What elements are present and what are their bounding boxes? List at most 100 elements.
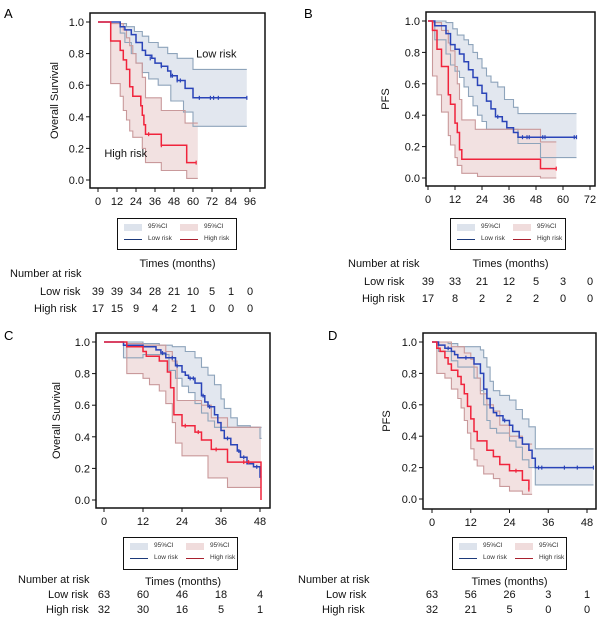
- y-axis-label: PFS: [381, 410, 393, 431]
- y-tick-label: 0.4: [69, 112, 84, 124]
- low-risk-ci-lower: [104, 341, 262, 428]
- number-at-risk-title: Number at risk: [298, 574, 370, 586]
- x-tick-label: 12: [111, 196, 123, 208]
- risk-count-high: 0: [208, 303, 216, 315]
- low-risk-line-swatch: [124, 239, 142, 240]
- risk-row-label-low: Low risk: [326, 589, 367, 601]
- high-risk-ci-band: [432, 342, 533, 495]
- risk-count-high: 5: [217, 604, 225, 616]
- risk-count-high: 0: [246, 303, 254, 315]
- risk-count-high: 9: [132, 303, 140, 315]
- panel-label: A: [4, 6, 13, 21]
- risk-row-label-high: High risk: [362, 293, 405, 305]
- y-tick-label: 0.6: [405, 79, 420, 91]
- legend-high-risk-label: High risk: [539, 554, 565, 561]
- risk-count-low: 5: [532, 276, 540, 288]
- panel-c: C 0.0 0.2 0.4 0.6 0.8 1.0 0 12 24 36 48 Overall Surv…: [4, 328, 271, 528]
- risk-count-low: 28: [148, 286, 162, 298]
- x-tick-label: 24: [503, 517, 515, 529]
- x-tick-label: 36: [542, 517, 554, 529]
- x-tick-label: 60: [187, 196, 199, 208]
- x-tick-label: 36: [215, 516, 227, 528]
- risk-count-low: 56: [464, 589, 477, 601]
- risk-count-high: 16: [175, 604, 189, 616]
- plot-frame: [89, 12, 266, 189]
- low-risk-line-swatch: [459, 558, 477, 559]
- risk-count-low: 3: [545, 589, 552, 601]
- risk-count-high: 15: [110, 303, 124, 315]
- high-risk-survival-curve: [98, 21, 197, 164]
- y-axis-label: Overall Survival: [49, 62, 61, 139]
- legend: 95%CI 95%CI Low risk High risk: [452, 537, 567, 570]
- x-tick-label: 48: [530, 194, 542, 206]
- x-tick-label: 12: [449, 194, 461, 206]
- risk-count-low: 1: [583, 589, 591, 601]
- number-at-risk-title: Number at risk: [348, 258, 420, 270]
- low-risk-ci-upper: [98, 21, 247, 70]
- risk-count-low: 3: [559, 276, 567, 288]
- legend-low-ci-label: 95%CI: [481, 223, 501, 230]
- risk-count-high: 2: [505, 293, 513, 305]
- risk-count-high: 0: [583, 604, 591, 616]
- low-risk-ci-upper: [432, 341, 594, 450]
- risk-row-label-high: High risk: [34, 303, 77, 315]
- y-tick-label: 0.8: [405, 47, 420, 59]
- high-risk-survival-curve: [432, 341, 530, 490]
- legend-high-ci-label: 95%CI: [537, 223, 557, 230]
- legend-high-ci-label: 95%CI: [204, 223, 224, 230]
- risk-count-low: 26: [503, 589, 516, 601]
- high-risk-line-swatch: [515, 558, 533, 559]
- x-tick-label: 36: [503, 194, 515, 206]
- x-tick-label: 60: [557, 194, 569, 206]
- curve-annotation: Low risk: [196, 49, 237, 61]
- risk-count-low: 10: [186, 286, 200, 298]
- panel-label: D: [328, 328, 337, 343]
- legend-high-risk-label: High risk: [204, 235, 230, 242]
- high-risk-line-swatch: [186, 558, 204, 559]
- legend-high-ci-label: 95%CI: [210, 542, 230, 549]
- high-risk-survival-curve: [428, 20, 557, 170]
- low-risk-survival-curve: [428, 20, 577, 138]
- plot-frame: [425, 11, 596, 187]
- x-tick-label: 48: [168, 196, 180, 208]
- risk-count-low: 60: [136, 589, 150, 601]
- x-axis-label: Times (months): [471, 576, 548, 588]
- x-tick-label: 84: [225, 196, 237, 208]
- y-tick-label: 0.4: [75, 432, 90, 444]
- high-risk-ci-swatch: [186, 543, 204, 550]
- low-risk-ci-swatch: [459, 543, 477, 550]
- curve-annotation: High risk: [104, 148, 147, 160]
- y-tick-label: 0.0: [69, 175, 84, 187]
- x-tick-label: 0: [429, 517, 435, 529]
- x-tick-label: 12: [137, 516, 149, 528]
- risk-row-label-high: High risk: [46, 604, 89, 616]
- legend-low-risk-label: Low risk: [154, 554, 178, 561]
- risk-count-low: 33: [448, 276, 462, 288]
- risk-count-low: 39: [110, 286, 124, 298]
- legend-low-ci-label: 95%CI: [154, 542, 174, 549]
- risk-count-low: 12: [502, 276, 516, 288]
- y-tick-label: 1.0: [405, 16, 420, 28]
- x-tick-label: 12: [465, 517, 477, 529]
- y-tick-label: 0.8: [402, 368, 417, 380]
- risk-count-low: 18: [214, 589, 228, 601]
- y-tick-label: 0.2: [402, 463, 417, 475]
- x-tick-label: 24: [476, 194, 488, 206]
- low-risk-ci-lower: [98, 21, 247, 127]
- y-tick-label: 0.6: [402, 400, 417, 412]
- x-axis-label: Times (months): [472, 258, 549, 270]
- x-tick-label: 48: [254, 516, 266, 528]
- number-at-risk-title: Number at risk: [10, 268, 82, 280]
- risk-count-high: 0: [559, 293, 567, 305]
- risk-count-low: 0: [586, 276, 594, 288]
- legend-low-risk-label: Low risk: [148, 235, 172, 242]
- y-tick-label: 0.2: [75, 463, 90, 475]
- risk-count-low: 34: [129, 286, 143, 298]
- x-axis-label: Times (months): [139, 258, 216, 270]
- risk-count-low: 1: [227, 286, 235, 298]
- legend-high-ci-label: 95%CI: [539, 542, 559, 549]
- risk-row-label-high: High risk: [322, 604, 365, 616]
- legend-low-risk-label: Low risk: [481, 235, 505, 242]
- risk-count-high: 2: [532, 293, 540, 305]
